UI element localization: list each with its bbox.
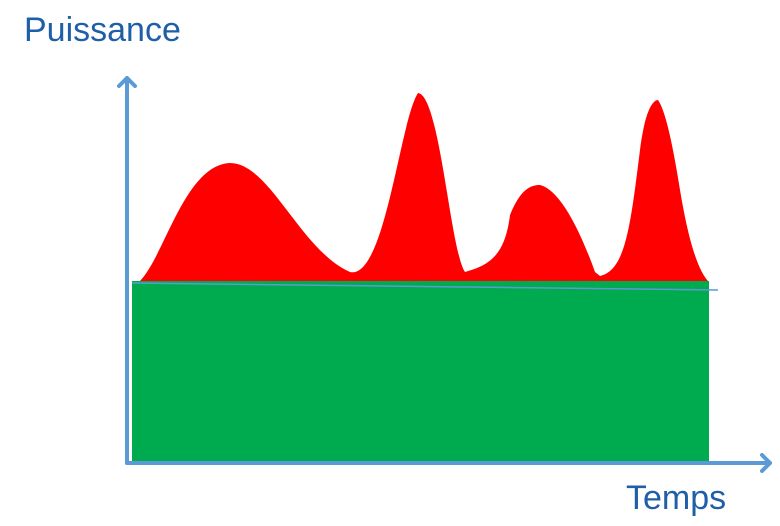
y-axis-title: Puissance [24,11,181,49]
base-load-area [132,281,709,461]
peak-load-area [140,93,708,281]
x-axis-title: Temps [626,479,727,517]
base-load-boundary-line [131,282,719,291]
